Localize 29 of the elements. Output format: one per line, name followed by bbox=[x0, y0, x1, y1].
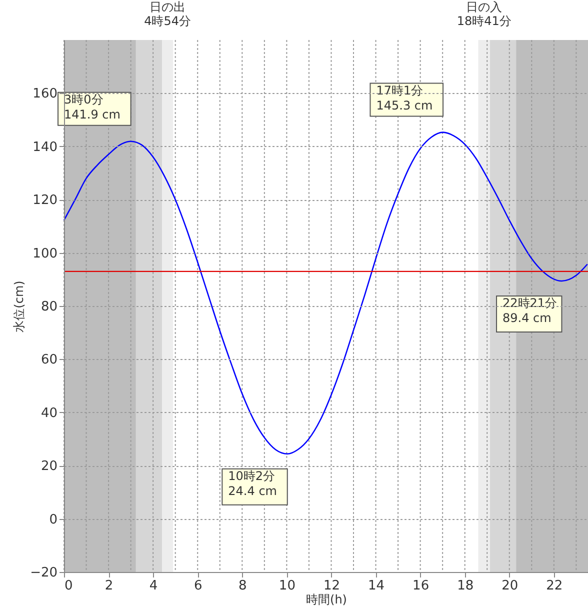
y-tick-label: −20 bbox=[30, 566, 58, 580]
line-series bbox=[63, 132, 588, 455]
y-tick-label: 60 bbox=[40, 352, 58, 368]
y-tick-label: 100 bbox=[32, 246, 58, 262]
x-tick-label: 10 bbox=[278, 578, 296, 594]
y-tick-label: 120 bbox=[32, 193, 58, 208]
x-tick-label: 6 bbox=[194, 578, 202, 594]
annotation: 3時0分 141.9 cm bbox=[64, 92, 120, 122]
annotation: 10時2分 24.4 cm bbox=[228, 468, 277, 498]
y-tick-label: 80 bbox=[40, 300, 58, 314]
x-tick-label: 2 bbox=[104, 578, 114, 594]
y-tick-label: 0 bbox=[49, 512, 58, 528]
x-tick-label: 14 bbox=[368, 578, 385, 594]
y-tick-label: 20 bbox=[40, 459, 58, 474]
band-label: 日の入 18時41分 bbox=[456, 0, 512, 28]
x-tick-label: 4 bbox=[149, 578, 158, 594]
x-tick-label: 16 bbox=[412, 578, 430, 594]
band-label: 日の出 4時54分 bbox=[144, 0, 192, 28]
y-tick-label: 160 bbox=[32, 86, 58, 102]
x-tick-label: 20 bbox=[502, 578, 518, 594]
x-tick-label: 8 bbox=[238, 578, 247, 594]
x-axis-title: 時間(h) bbox=[306, 592, 347, 606]
y-tick-label: 140 bbox=[32, 140, 58, 155]
x-tick-label: 12 bbox=[323, 578, 340, 594]
y-axis-title: 水位(cm) bbox=[12, 280, 26, 332]
x-tick-label: 18 bbox=[457, 578, 474, 594]
x-tick-label: 22 bbox=[546, 578, 563, 594]
y-tick-label: 40 bbox=[40, 406, 58, 421]
x-tick-label: 0 bbox=[64, 578, 73, 594]
